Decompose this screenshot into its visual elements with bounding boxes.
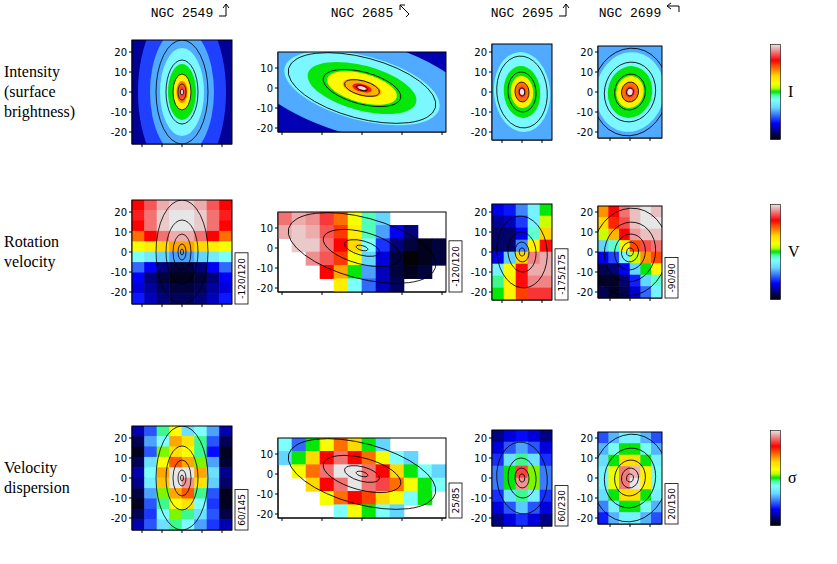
svg-text:-20: -20 xyxy=(111,287,127,298)
svg-text:0: 0 xyxy=(121,247,127,258)
html-text:NGC 2549: NGC 2549 xyxy=(150,6,214,21)
svg-text:60/230: 60/230 xyxy=(557,490,567,522)
svg-text:0: 0 xyxy=(267,469,273,480)
svg-text:-20: -20 xyxy=(257,283,273,294)
svg-text:10: 10 xyxy=(580,227,593,238)
html-text:Rotation: Rotation xyxy=(4,233,60,250)
svg-text:-20: -20 xyxy=(471,513,487,524)
html-text:σ: σ xyxy=(788,469,797,486)
svg-text:-175/175: -175/175 xyxy=(557,254,567,295)
svg-text:-20: -20 xyxy=(111,513,127,524)
svg-text:0: 0 xyxy=(267,243,273,254)
svg-text:-20: -20 xyxy=(577,513,593,524)
html-text:I: I xyxy=(788,83,794,100)
svg-text:10: 10 xyxy=(474,227,487,238)
svg-text:0: 0 xyxy=(267,83,273,94)
svg-text:-20: -20 xyxy=(257,509,273,520)
svg-text:20: 20 xyxy=(114,433,127,444)
svg-text:10: 10 xyxy=(114,67,127,78)
svg-text:10: 10 xyxy=(260,223,273,234)
svg-text:10: 10 xyxy=(474,67,487,78)
svg-text:-120/120: -120/120 xyxy=(451,246,461,287)
svg-text:20: 20 xyxy=(114,207,127,218)
svg-text:0: 0 xyxy=(481,247,487,258)
svg-text:0: 0 xyxy=(121,87,127,98)
svg-text:-120/120: -120/120 xyxy=(237,258,247,299)
svg-text:0: 0 xyxy=(587,473,593,484)
svg-text:-10: -10 xyxy=(111,493,127,504)
svg-text:20: 20 xyxy=(580,433,593,444)
svg-text:10: 10 xyxy=(474,453,487,464)
html-text:velocity: velocity xyxy=(4,253,56,270)
svg-text:10: 10 xyxy=(114,227,127,238)
svg-text:0: 0 xyxy=(587,247,593,258)
html-text:V: V xyxy=(788,243,800,260)
svg-text:25/85: 25/85 xyxy=(451,488,461,514)
svg-text:-10: -10 xyxy=(111,107,127,118)
html-text:NGC 2699: NGC 2699 xyxy=(598,6,662,21)
svg-text:-20: -20 xyxy=(577,287,593,298)
html-text:NGC 2685: NGC 2685 xyxy=(330,6,394,21)
svg-text:10: 10 xyxy=(260,449,273,460)
svg-text:-10: -10 xyxy=(577,267,593,278)
svg-text:10: 10 xyxy=(114,453,127,464)
svg-text:-10: -10 xyxy=(577,493,593,504)
svg-text:20: 20 xyxy=(474,433,487,444)
html-text:Velocity: Velocity xyxy=(4,459,58,476)
svg-text:-10: -10 xyxy=(471,493,487,504)
svg-text:-90/90: -90/90 xyxy=(667,263,677,292)
svg-text:20: 20 xyxy=(474,207,487,218)
svg-text:-10: -10 xyxy=(111,267,127,278)
svg-text:20: 20 xyxy=(580,207,593,218)
svg-text:-20: -20 xyxy=(471,287,487,298)
svg-text:0: 0 xyxy=(481,87,487,98)
svg-text:20: 20 xyxy=(580,47,593,58)
svg-text:-10: -10 xyxy=(257,489,273,500)
html-text:Intensity: Intensity xyxy=(4,63,60,80)
svg-text:-20: -20 xyxy=(577,127,593,138)
svg-text:-10: -10 xyxy=(471,107,487,118)
svg-text:0: 0 xyxy=(481,473,487,484)
svg-text:-20: -20 xyxy=(471,127,487,138)
svg-text:-10: -10 xyxy=(471,267,487,278)
svg-text:20: 20 xyxy=(474,47,487,58)
svg-text:-10: -10 xyxy=(257,103,273,114)
html-text:(surface: (surface xyxy=(4,83,56,100)
svg-text:10: 10 xyxy=(260,63,273,74)
html-text:NGC 2695: NGC 2695 xyxy=(490,6,554,21)
svg-text:0: 0 xyxy=(587,87,593,98)
html-text:dispersion: dispersion xyxy=(4,479,70,496)
svg-text:-10: -10 xyxy=(257,263,273,274)
svg-text:0: 0 xyxy=(121,473,127,484)
svg-text:20: 20 xyxy=(114,47,127,58)
svg-text:-20: -20 xyxy=(111,127,127,138)
svg-text:10: 10 xyxy=(580,453,593,464)
svg-text:-10: -10 xyxy=(577,107,593,118)
svg-text:20/150: 20/150 xyxy=(667,488,677,520)
svg-text:-20: -20 xyxy=(257,123,273,134)
svg-text:60/145: 60/145 xyxy=(237,494,247,526)
svg-text:10: 10 xyxy=(580,67,593,78)
html-text:brightness): brightness) xyxy=(4,103,76,120)
